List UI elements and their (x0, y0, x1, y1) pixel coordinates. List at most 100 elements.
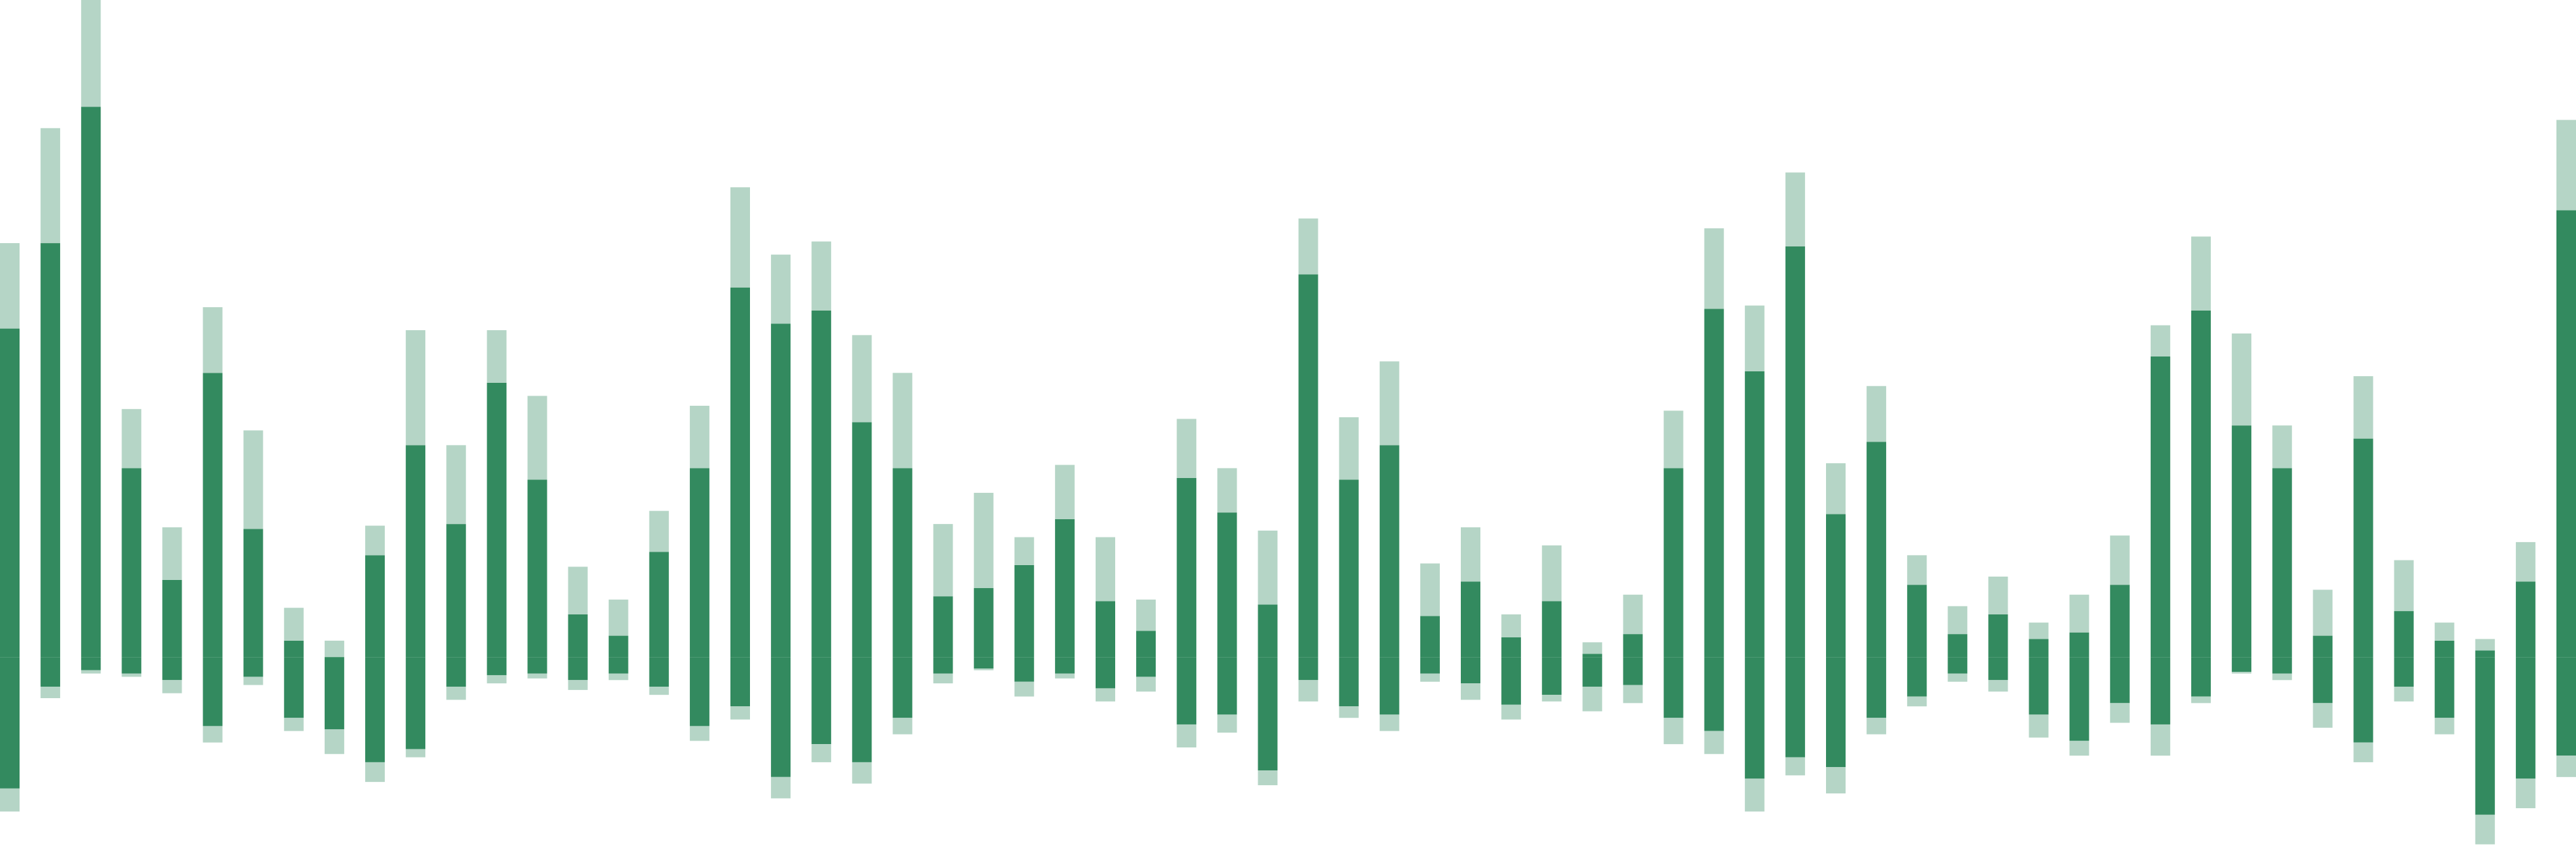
bar-segment (243, 430, 263, 529)
bar-segment (730, 287, 750, 658)
bar-segment (608, 657, 628, 674)
bar-segment (1096, 657, 1115, 689)
bar-segment (81, 0, 101, 107)
bar-segment (1785, 657, 1805, 758)
bar-segment (568, 614, 588, 658)
bar-segment (933, 657, 953, 674)
bar-segment (2069, 594, 2089, 633)
bar-segment (2150, 325, 2170, 356)
bar-segment (1501, 704, 1522, 720)
bar-segment (1907, 696, 1927, 707)
bar-segment (41, 657, 61, 687)
bar-segment (1867, 657, 1887, 718)
bar-segment (933, 596, 953, 658)
bar-segment (649, 552, 669, 658)
bar-segment (1744, 657, 1765, 779)
bar-segment (892, 468, 913, 658)
bar-segment (487, 675, 507, 684)
bar-segment (1542, 657, 1562, 695)
bar-segment (487, 657, 507, 675)
bar-segment (811, 241, 832, 311)
bar-segment (608, 635, 628, 658)
bar-segment (1461, 527, 1480, 582)
bar-segment (2434, 657, 2454, 718)
bar-segment (1948, 657, 1968, 674)
bar-segment (1298, 657, 1318, 681)
bar-segment (1217, 468, 1237, 513)
bar-segment (1785, 172, 1805, 246)
bar-segment (2434, 718, 2454, 735)
bar-segment (1907, 585, 1927, 658)
bar-segment (2515, 581, 2535, 658)
bar-segment (2313, 703, 2333, 728)
bar-segment (1461, 683, 1480, 700)
bar-segment (1379, 361, 1399, 446)
bar-segment (1907, 555, 1927, 585)
bar-segment (406, 749, 426, 758)
bar-segment (689, 468, 709, 658)
bar-segment (1867, 718, 1887, 735)
bar-segment (1663, 718, 1684, 745)
bar-segment (1867, 442, 1887, 658)
bar-segment (2394, 686, 2414, 702)
bar-segment (811, 657, 832, 745)
bar-segment (1298, 218, 1318, 275)
bar-segment (527, 396, 547, 480)
bar-segment (1948, 606, 1968, 635)
bar-segment (162, 579, 182, 658)
bar-segment (1582, 642, 1603, 654)
bar-segment (1988, 614, 2008, 658)
bar-segment (81, 670, 101, 674)
bar-segment (1542, 545, 1562, 602)
bar-segment (122, 468, 142, 658)
bar-segment (2434, 623, 2454, 641)
bar-segment (0, 243, 20, 329)
bar-segment (1096, 688, 1115, 702)
bar-segment (284, 657, 304, 718)
bar-segment (1744, 371, 1765, 658)
bar-segment (2434, 640, 2454, 658)
bar-segment (2475, 639, 2495, 651)
bar-segment (162, 527, 182, 580)
bar-segment (1501, 637, 1522, 658)
bar-segment (2150, 724, 2170, 756)
bar-segment (730, 657, 750, 707)
bar-segment (1217, 714, 1237, 733)
bar-segment (41, 686, 61, 699)
bar-segment (406, 445, 426, 658)
bar-segment (1948, 673, 1968, 682)
bar-segment (2029, 657, 2049, 715)
bar-segment (2110, 585, 2130, 658)
bar-segment (1420, 673, 1440, 682)
bar-segment (446, 657, 466, 687)
bar-segment (0, 328, 20, 658)
bar-segment (1663, 468, 1684, 658)
bar-segment (730, 706, 750, 720)
bar-segment (1136, 631, 1156, 658)
bar-segment (771, 323, 791, 658)
bar-segment (1379, 714, 1399, 731)
bar-segment (284, 718, 304, 731)
bar-segment (0, 657, 20, 789)
bar-segment (243, 657, 263, 677)
bar-segment (1258, 530, 1278, 605)
bar-segment (2110, 657, 2130, 704)
bar-segment (2029, 639, 2049, 658)
bar-segment (1420, 657, 1440, 674)
bar-segment (1785, 757, 1805, 776)
bar-segment (892, 657, 913, 718)
bar-segment (1704, 731, 1724, 754)
bar-segment (1298, 680, 1318, 702)
bar-segment (203, 657, 223, 726)
bar-segment (122, 408, 142, 469)
bar-segment (527, 479, 547, 658)
bar-segment (2353, 376, 2373, 439)
bar-segment (81, 657, 101, 670)
bar-segment (446, 524, 466, 658)
bar-segment (608, 673, 628, 681)
bar-segment (122, 657, 142, 674)
bar-segment (527, 657, 547, 674)
bar-segment (1582, 657, 1603, 687)
bar-segment (122, 673, 142, 677)
bar-segment (2313, 657, 2333, 704)
